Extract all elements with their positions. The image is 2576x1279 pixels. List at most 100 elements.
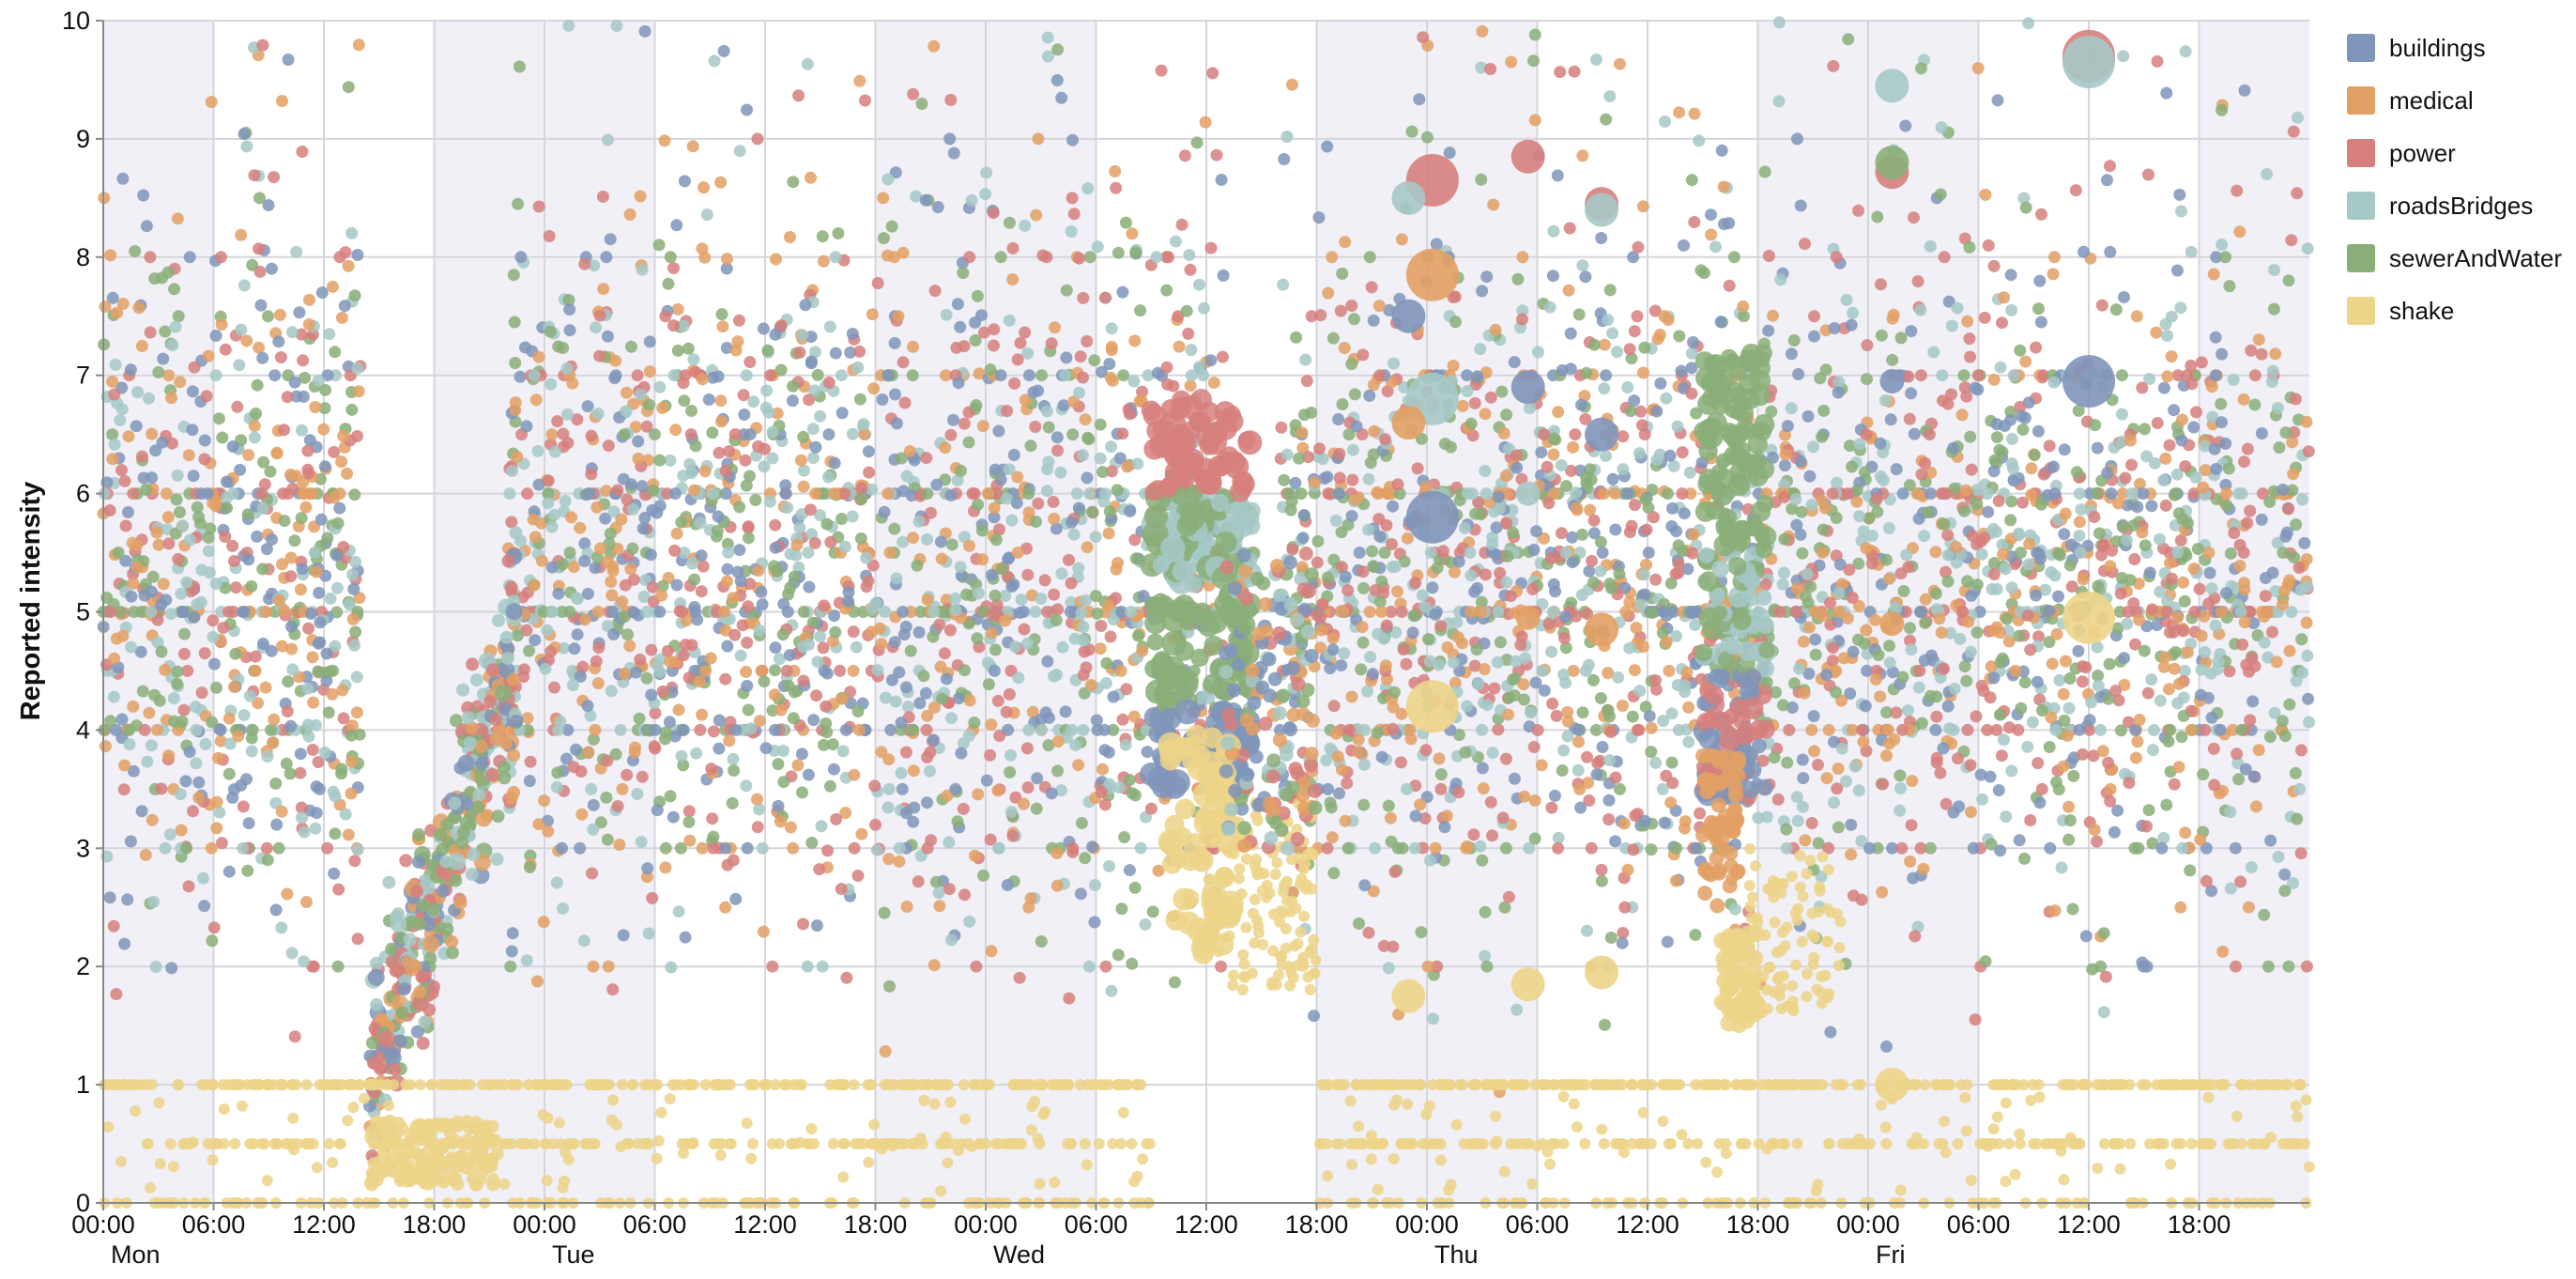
data-point [1063,993,1075,1005]
data-point [1715,316,1727,328]
data-point [349,625,361,638]
data-point [168,283,180,295]
data-point [796,786,808,798]
data-point [1346,510,1358,522]
data-point [2164,557,2176,569]
data-point [519,342,531,354]
data-point [221,501,233,514]
data-point [2098,1006,2110,1018]
data-point [1883,737,1895,749]
data-point [1032,132,1044,145]
data-point [2242,443,2254,455]
data-point [2112,498,2124,510]
data-point [2074,516,2086,528]
data-point [2116,369,2128,381]
data-point [945,489,958,501]
data-point [1145,803,1158,815]
data-point [1637,200,1649,212]
data-point [683,805,696,817]
data-point [1579,270,1591,283]
data-point [2131,310,2143,322]
data-point [1630,622,1642,634]
data-point [649,743,661,755]
data-point [1957,369,1970,381]
data-point [1809,634,1821,646]
data-point [131,386,144,398]
data-point [160,842,172,855]
data-point [1441,809,1453,822]
data-point [807,423,820,435]
data-point [954,321,966,333]
data-point [1355,663,1367,675]
data-point [275,921,287,933]
data-point [955,747,967,760]
data-point [659,134,671,146]
data-point [920,194,932,207]
data-point [190,757,202,769]
data-point [743,532,755,544]
data-point [512,198,524,210]
data-point [1817,524,1830,536]
data-point [634,713,646,725]
data-point [1673,330,1685,342]
data-point [2044,842,2056,855]
data-point [712,525,724,537]
data-point [208,658,221,670]
data-point [1688,216,1700,228]
data-point [1022,487,1035,500]
data-point [319,747,331,759]
data-point [533,351,545,363]
data-point [2071,466,2083,478]
data-point [1684,467,1696,479]
data-point [183,880,195,892]
data-point [562,20,575,32]
data-point [582,400,594,412]
data-point [1315,624,1327,637]
data-point [721,640,733,653]
data-point [548,682,560,694]
data-point [1782,420,1794,432]
data-point [1081,471,1094,484]
data-point [2030,342,2042,354]
data-point [235,779,247,792]
data-point [713,715,726,727]
data-point [958,664,971,676]
data-point [882,173,894,185]
data-point [2194,583,2206,595]
data-point [1876,330,1888,342]
data-point [617,783,629,795]
data-point [1878,474,1890,486]
data-point [848,665,860,677]
data-point [822,428,835,440]
data-point [2232,773,2245,785]
data-point [924,765,936,778]
data-point [578,555,590,567]
data-point [1502,709,1514,721]
data-point [230,581,242,593]
data-point [740,666,752,678]
data-point [256,563,268,576]
data-point [136,340,148,352]
data-point [1073,387,1085,399]
data-point [1992,94,2004,106]
data-point [250,408,262,420]
data-point [2064,814,2077,826]
data-point [1994,626,2006,639]
data-point [1679,823,1691,835]
data-point [1327,632,1340,644]
data-point [1544,301,1556,314]
data-point [137,686,149,698]
data-point [223,768,236,780]
data-point [1572,764,1585,777]
data-point [347,583,360,595]
data-point [1792,368,1804,380]
data-point [514,371,527,383]
data-point [140,849,152,861]
data-point [179,775,192,787]
data-point [2049,904,2062,917]
data-point [206,842,218,855]
data-point [1476,25,1488,38]
data-point [809,537,821,549]
data-point [774,704,787,717]
data-point [1817,547,1829,559]
